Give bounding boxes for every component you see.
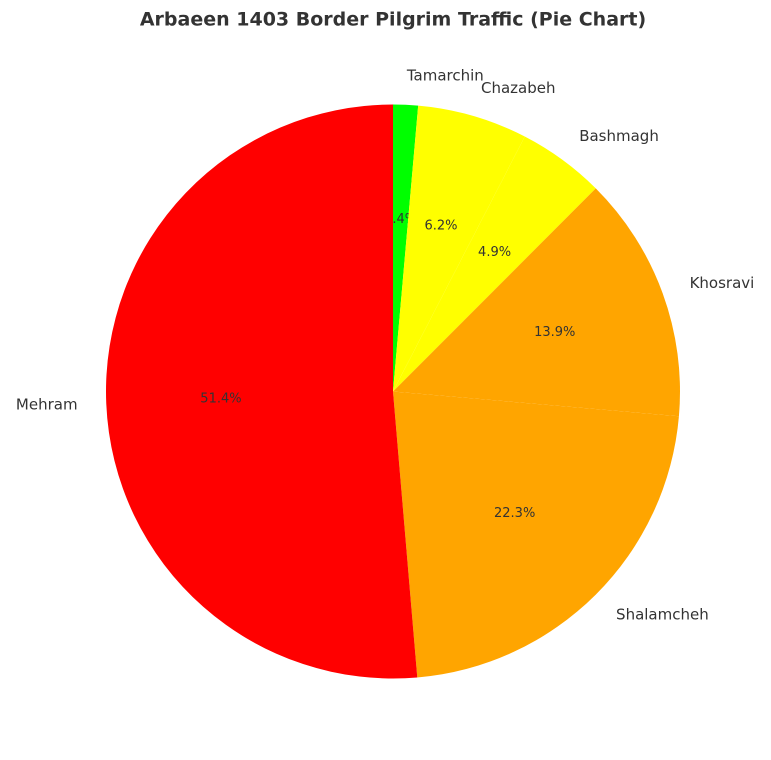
slice-name-label: Bashmagh: [579, 127, 659, 145]
chart-title: Arbaeen 1403 Border Pilgrim Traffic (Pie…: [140, 9, 646, 31]
slice-name-label: Chazabeh: [481, 79, 555, 97]
pie-slice: [393, 188, 680, 417]
pie-slice: [106, 104, 418, 679]
slice-percent-label: 13.9%: [534, 325, 575, 340]
pie-slice: [393, 104, 419, 392]
pie-slice: [393, 136, 596, 392]
slice-name-label: Mehram: [16, 395, 78, 413]
slice-name-label: Tamarchin: [406, 67, 484, 85]
slice-percent-label: 22.3%: [494, 506, 535, 521]
slice-name-label: Khosravi: [690, 274, 755, 292]
slice-percent-label: 51.4%: [200, 391, 241, 406]
slice-percent-label: 4.9%: [478, 245, 511, 260]
slice-percent-label: 6.2%: [424, 219, 457, 234]
slice-name-label: Shalamcheh: [616, 605, 709, 623]
pie-slice: [393, 391, 679, 678]
pie-slice: [393, 105, 525, 392]
